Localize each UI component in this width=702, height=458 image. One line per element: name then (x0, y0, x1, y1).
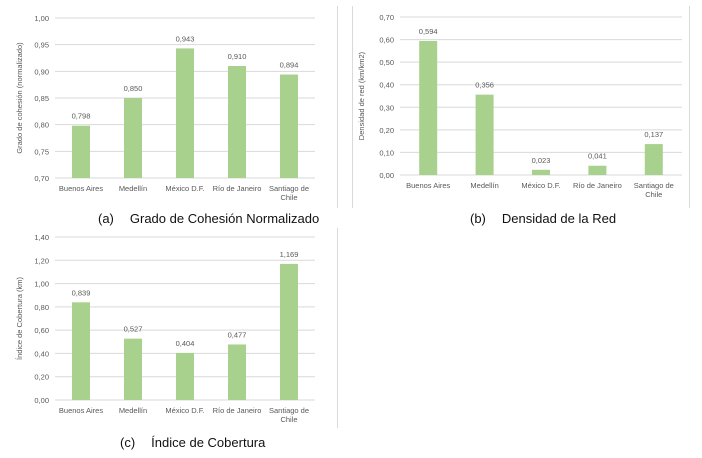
data-label: 0,943 (176, 34, 195, 43)
x-tick-label: Río de Janeiro (213, 184, 262, 193)
y-tick-label: 0,90 (34, 67, 49, 76)
y-tick-label: 0,40 (379, 81, 394, 90)
data-label: 0,356 (475, 81, 494, 90)
y-tick-label: 1,40 (34, 233, 49, 242)
x-tick-label: Río de Janeiro (573, 181, 622, 190)
y-tick-label: 1,00 (34, 280, 49, 289)
density-chart: 0,00 0,10 0,20 0,30 0,40 0,50 0,60 0,70 Densidad… (357, 13, 682, 199)
y-tick-label: 0,80 (34, 121, 49, 130)
caption-b: (b) Densidad de la Red (470, 211, 616, 226)
y-tick-label: 0,00 (379, 171, 394, 180)
data-label: 0,137 (644, 130, 663, 139)
x-tick-label: Buenos Aires (59, 184, 103, 193)
chart-panel-c: 0,00 0,20 0,40 0,60 0,80 1,00 1,20 1,40 Índice d… (10, 228, 340, 428)
data-label: 0,594 (419, 27, 438, 36)
y-tick-label: 0,20 (34, 373, 49, 382)
bar (644, 144, 663, 175)
data-label: 0,527 (124, 325, 143, 334)
y-tick-label: 0,20 (379, 126, 394, 135)
panel-a-frame-right (337, 6, 338, 208)
x-tick-label: Santiago de Chile (634, 181, 674, 199)
data-label: 0,850 (124, 84, 143, 93)
bar (280, 263, 298, 400)
data-label: 0,404 (176, 339, 195, 348)
y-axis-label: Densidad de red (km/km2) (357, 51, 366, 140)
x-tick-label: Santiago de Chile (269, 406, 309, 424)
caption-c-text: Índice de Cobertura (151, 435, 266, 450)
caption-a-text: Grado de Cohesión Normalizado (129, 211, 320, 226)
caption-b-text: Densidad de la Red (501, 211, 617, 226)
bar (176, 352, 194, 400)
y-axis-label: Grado de cohesión (normalizado) (15, 42, 24, 154)
bar (176, 48, 194, 179)
bar (280, 74, 298, 178)
y-tick-label: 0,95 (34, 41, 49, 50)
caption-a-tag: (a) (98, 211, 114, 226)
x-tick-label: Medellín (119, 184, 147, 193)
data-label: 0,894 (280, 61, 299, 70)
coverage-chart: 0,00 0,20 0,40 0,60 0,80 1,00 1,20 1,40 Índice d… (15, 233, 315, 424)
y-tick-label: 0,00 (34, 396, 49, 405)
cohesion-chart: 0,70 0,75 0,80 0,85 0,90 0,95 1,00 Grado de coh… (15, 14, 315, 202)
bar (419, 40, 438, 175)
y-tick-label: 1,00 (34, 14, 49, 23)
bar (124, 338, 142, 400)
y-tick-label: 0,70 (379, 13, 394, 22)
y-axis-label: Índice de Cobertura (km) (15, 277, 24, 360)
y-tick-label: 1,20 (34, 256, 49, 265)
chart-panel-b: 0,00 0,10 0,20 0,30 0,40 0,50 0,60 0,70 Densidad… (352, 6, 692, 208)
x-tick-label: México D.F. (521, 181, 560, 190)
y-tick-label: 0,30 (379, 103, 394, 112)
y-tick-label: 0,40 (34, 349, 49, 358)
y-tick-label: 0,50 (379, 58, 394, 67)
caption-a: (a) Grado de Cohesión Normalizado (98, 211, 319, 226)
y-tick-label: 0,80 (34, 303, 49, 312)
x-tick-label: Santiago de Chile (269, 184, 309, 202)
y-tick-label: 0,60 (34, 326, 49, 335)
bar (228, 344, 246, 400)
x-tick-label: Río de Janeiro (213, 406, 262, 415)
panel-b-frame-left (352, 6, 353, 208)
bar (124, 98, 142, 178)
data-label: 0,041 (588, 152, 607, 161)
x-tick-label: Buenos Aires (59, 406, 103, 415)
bar (532, 169, 550, 175)
y-tick-label: 0,85 (34, 94, 49, 103)
data-label: 0,910 (228, 52, 247, 61)
x-tick-label: Medellín (119, 406, 147, 415)
caption-b-tag: (b) (470, 211, 486, 226)
x-tick-label: México D.F. (165, 184, 204, 193)
bar (475, 94, 494, 175)
bar (72, 302, 90, 400)
data-label: 0,023 (532, 156, 551, 165)
bar (588, 165, 607, 175)
caption-c-tag: (c) (120, 435, 136, 450)
chart-panel-a: 0,70 0,75 0,80 0,85 0,90 0,95 1,00 Grado de coh… (10, 6, 340, 208)
caption-c: (c) Índice de Cobertura (120, 435, 265, 450)
data-label: 0,477 (228, 330, 247, 339)
panel-c-frame-right (337, 228, 338, 428)
y-tick-label: 0,70 (34, 174, 49, 183)
y-tick-label: 0,10 (379, 148, 394, 157)
data-label: 0,839 (72, 288, 91, 297)
bar (72, 125, 90, 178)
y-tick-label: 0,60 (379, 36, 394, 45)
data-label: 1,169 (280, 250, 299, 259)
panel-b-frame-right (689, 6, 690, 208)
x-tick-label: Medellín (470, 181, 498, 190)
data-label: 0,798 (72, 112, 91, 121)
x-tick-label: Buenos Aires (406, 181, 450, 190)
x-tick-label: México D.F. (165, 406, 204, 415)
y-tick-label: 0,75 (34, 147, 49, 156)
bar (228, 66, 246, 178)
